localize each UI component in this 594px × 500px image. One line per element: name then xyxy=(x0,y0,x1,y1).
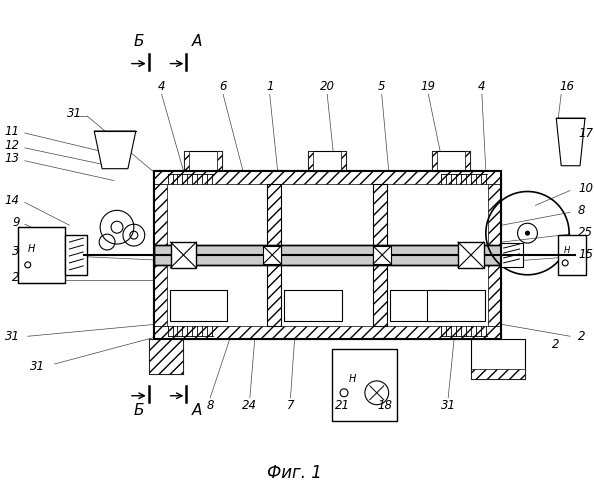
Bar xyxy=(465,151,470,171)
Text: 31: 31 xyxy=(67,106,82,120)
Bar xyxy=(154,245,501,265)
Text: 24: 24 xyxy=(242,399,257,412)
Text: А: А xyxy=(192,34,203,50)
Text: 21: 21 xyxy=(334,399,350,412)
Bar xyxy=(373,246,391,264)
Bar xyxy=(488,184,501,326)
Bar xyxy=(373,184,387,326)
Bar xyxy=(154,326,501,339)
Bar xyxy=(471,339,526,379)
Text: 10: 10 xyxy=(578,182,593,195)
Text: Б: Б xyxy=(134,403,144,418)
Bar xyxy=(267,184,281,326)
Text: Фиг. 1: Фиг. 1 xyxy=(267,464,322,482)
Text: 20: 20 xyxy=(320,80,334,93)
Polygon shape xyxy=(94,131,136,168)
Bar xyxy=(154,184,166,326)
Text: 1: 1 xyxy=(266,80,273,93)
Text: Н: Н xyxy=(348,374,356,384)
Bar xyxy=(148,339,184,374)
Text: Н: Н xyxy=(28,244,36,254)
Text: 4: 4 xyxy=(478,80,486,93)
Bar xyxy=(170,242,197,268)
Text: 31: 31 xyxy=(30,360,45,372)
Text: 12: 12 xyxy=(5,140,20,152)
Circle shape xyxy=(526,231,529,235)
Bar xyxy=(154,170,501,339)
Text: 19: 19 xyxy=(421,80,436,93)
Text: 14: 14 xyxy=(5,194,20,207)
Bar xyxy=(432,151,470,171)
Text: 15: 15 xyxy=(578,248,593,262)
Text: 2: 2 xyxy=(578,330,586,343)
Bar xyxy=(263,246,281,264)
Text: Н: Н xyxy=(564,246,570,254)
Text: 16: 16 xyxy=(560,80,574,93)
Text: 4: 4 xyxy=(158,80,165,93)
Text: А: А xyxy=(192,403,203,418)
Bar xyxy=(341,151,346,171)
Text: 18: 18 xyxy=(377,399,392,412)
Bar xyxy=(169,290,227,322)
Text: 9: 9 xyxy=(12,216,20,228)
Text: 17: 17 xyxy=(578,126,593,140)
Text: 6: 6 xyxy=(219,80,227,93)
Bar xyxy=(184,151,189,171)
Text: 31: 31 xyxy=(5,330,20,343)
Bar xyxy=(267,184,281,326)
Text: 7: 7 xyxy=(287,399,294,412)
Bar xyxy=(308,151,313,171)
Bar xyxy=(458,242,484,268)
Bar xyxy=(18,227,65,282)
Polygon shape xyxy=(556,118,585,166)
Bar xyxy=(471,369,526,379)
Bar xyxy=(154,170,501,339)
Bar xyxy=(332,349,397,420)
Bar xyxy=(154,170,501,183)
Text: Б: Б xyxy=(134,34,144,50)
Text: 2: 2 xyxy=(12,272,20,284)
Bar xyxy=(432,151,437,171)
Bar xyxy=(427,290,485,322)
Bar xyxy=(184,151,222,171)
Bar xyxy=(154,245,501,265)
Text: 2: 2 xyxy=(551,338,559,350)
Bar xyxy=(373,184,387,326)
Bar xyxy=(558,235,586,275)
Bar xyxy=(65,235,87,275)
Bar xyxy=(148,339,184,374)
Text: 5: 5 xyxy=(378,80,386,93)
Text: 8: 8 xyxy=(578,204,586,217)
Bar xyxy=(284,290,342,322)
Text: 13: 13 xyxy=(5,152,20,166)
Text: 11: 11 xyxy=(5,124,20,138)
Bar xyxy=(217,151,222,171)
Bar xyxy=(308,151,346,171)
Text: 31: 31 xyxy=(441,399,456,412)
Bar xyxy=(501,243,523,267)
Text: 3: 3 xyxy=(12,246,20,258)
Text: 25: 25 xyxy=(578,226,593,238)
Text: 8: 8 xyxy=(207,399,214,412)
Bar xyxy=(390,290,448,322)
